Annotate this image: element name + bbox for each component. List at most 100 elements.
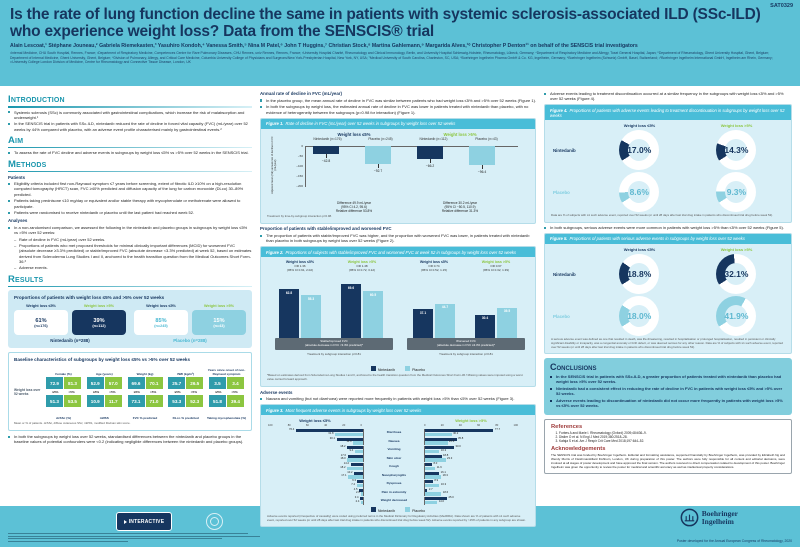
fig3-bar: [346, 446, 363, 450]
fig3-rows: 76.4 31.8 Diarrhoea 77.7 30.2 30.1 11.4 Nausea 3…: [267, 428, 529, 505]
fig1-y-tick: 0: [301, 143, 303, 148]
pair-label: >5%: [109, 390, 116, 395]
reference-item: Distler O et al. N Engl J Med 2019;380:2…: [559, 435, 785, 439]
baseline-metric-column: Age (years) 52.9 57.0 ≤5% >5% 10.9 11.7 mRSS: [85, 364, 124, 420]
fig3-axis-tick: 80: [287, 424, 291, 428]
fig3-axes: 100 80 60 40 20 0 0 20 40 60 80 100: [267, 424, 529, 427]
section-introduction: Introduction: [8, 94, 252, 108]
pair-label: ≤5%: [93, 390, 100, 395]
baseline-pair-labels: ≤5% >5%: [44, 390, 83, 394]
baseline-cells: 53.3 52.3: [166, 395, 205, 408]
fig1-value-label: −42.8: [321, 159, 331, 164]
baseline-metric-label: DLco % predicted: [172, 415, 199, 420]
conclusion-bullet: Nintedanib had a consistent effect in re…: [550, 386, 786, 396]
proportion-box: 15% (n=43): [192, 310, 246, 336]
fig3-value-label: 18.2: [340, 445, 346, 449]
interactive-badge[interactable]: INTERACTIVE: [116, 512, 172, 531]
fig1-bar: [365, 145, 391, 165]
fig3-row: 4.5 2.0 Pain in extremity 2.7 18.6: [267, 488, 529, 497]
congress-note: Poster developed for the Annual European…: [676, 539, 792, 543]
baseline-cells: 10.9 11.7: [85, 395, 124, 408]
fig3-bar: [354, 449, 363, 454]
legend-item: Placebo: [405, 366, 425, 372]
conclusions-panel: Conclusions In the SENSCIS trial in pati…: [544, 358, 792, 415]
figure-caption-text: Most frequent adverse events in subgroup…: [285, 407, 422, 413]
gauge-cell: 32.1%: [688, 254, 785, 295]
fig3-category-label: Dyspnoea: [386, 481, 402, 486]
baseline-value: 57.0: [104, 377, 122, 390]
analyses-item: Rate of decline in FVC (mL/year) over 52…: [8, 237, 252, 242]
section-title: Results: [8, 273, 44, 285]
panel-title: Proportions of patients with weight loss…: [14, 295, 165, 301]
baseline-metric-label: Years since onset of non-Raynaud symptom: [207, 368, 246, 376]
gauge-cell: 17.0%: [591, 130, 688, 171]
gauge-donut: 18.0%: [619, 296, 660, 337]
weight-loss-le5-label: Weight loss ≤5%: [26, 304, 56, 309]
stable-improved-heading: Proportion of patients with stable/impro…: [260, 226, 392, 232]
figure-5: Figure 5. Proportions of patients with se…: [544, 232, 792, 355]
analyses-item: Adverse events.: [8, 265, 252, 270]
fig3-value-label: 31.8: [328, 431, 334, 435]
fig3-category-label: Vomiting: [387, 447, 401, 452]
fig3-value-label: 33.0: [455, 445, 461, 449]
fig2-band-line: Stable/improved FVC: [320, 338, 348, 343]
pair-label: ≤5%: [133, 390, 140, 395]
fig3-category-label: Diarrhoea: [386, 430, 402, 435]
fig3-right-bars: 33.0 16.3: [424, 445, 521, 454]
fig3-axis-tick: 40: [458, 424, 462, 428]
gauge-row-label: Placebo: [553, 189, 570, 195]
fig2-confidence-interval: (95% CI 0.91, 2.02): [286, 267, 313, 272]
fig2-value-label: 30.4: [481, 316, 489, 321]
group-caption: Nintedanib (n=288): [50, 338, 90, 344]
section-aim: Aim: [8, 135, 252, 149]
fig3-row: 10.2 17.1 Nasopharyngitis 16.1 18.3: [267, 471, 529, 480]
baseline-cells: 52.9 57.0: [85, 377, 124, 390]
fig1-error-bar: [482, 164, 483, 169]
fig3-axis-tick: 100: [268, 424, 273, 428]
fig3-subgroup-title: Weight loss ≤5%: [299, 418, 331, 424]
fig3-left-bars: 76.4 31.8: [267, 428, 364, 437]
conclusion-bullet: In the SENSCIS trial in patients with SS…: [550, 374, 786, 384]
fig2-bar: [435, 303, 455, 339]
gauge-value: 41.9%: [724, 311, 749, 322]
fig3-row: 76.4 31.8 Diarrhoea 77.7 30.2: [267, 428, 529, 437]
confounders-bullet: In both the subgroups by weight loss ove…: [8, 434, 252, 444]
fig3-right-bars: 35.8 25.6: [424, 437, 521, 446]
baseline-value: 53.5: [64, 395, 81, 408]
fig3-axis-tick: 40: [324, 424, 328, 428]
baseline-value: 26.5: [186, 377, 204, 390]
references-list: Forbes A and Marie I. Rheumatology (Oxfo…: [551, 431, 785, 444]
fig3-bar: [356, 483, 363, 488]
proportion-box: 85% (n=245): [134, 310, 188, 336]
fig2-confidence-interval: (95% CI 0.32, 1.39): [482, 267, 509, 272]
figure-caption-text: Proportions of patients with serious adv…: [569, 236, 745, 242]
fig3-axis-tick: 100: [513, 424, 518, 428]
fig3-value-label: 17.6: [340, 453, 347, 457]
baseline-metric-label: Age (years): [95, 371, 113, 376]
patients-heading: Patients: [8, 174, 26, 180]
boehringer-ingelheim-logo: Boehringer Ingelheim: [680, 508, 738, 527]
fig3-row: 18.2 9.4 Vomiting 33.0 16.3: [267, 445, 529, 454]
fig2-subgroup-title: Weight loss >5%: [347, 260, 377, 265]
baseline-metric-label: Female (%): [55, 371, 72, 376]
poster-header: Is the rate of lung function decline the…: [10, 6, 792, 65]
fig3-value-label: 18.8: [443, 453, 449, 457]
fig3-row: 30.1 11.4 Nausea 35.8 25.6: [267, 437, 529, 446]
references-panel: References Forbes A and Marie I. Rheumat…: [544, 418, 792, 474]
fig1-y-axis-label: Adjusted mean (SE) annual rate of declin…: [270, 135, 277, 194]
baseline-pair-labels: ≤5% >5%: [166, 390, 205, 394]
fig2-category-band: Stable/improved FVC (absolute decrease in…: [275, 338, 393, 351]
baseline-metric-column: Weight (kg) 69.6 70.1 ≤5% >5% 73.1 71.0 FVC % p…: [126, 364, 165, 420]
baseline-side-label: Weight loss over 52 weeks: [14, 388, 41, 397]
baseline-value: 52.3: [186, 395, 204, 408]
baseline-metric-label: dcSSc (%): [55, 415, 72, 420]
section-title: Introduction: [8, 94, 65, 105]
pair-label: ≤5%: [174, 390, 181, 395]
fig1-error-bar: [378, 164, 379, 169]
fig3-value-label: 8.0: [433, 462, 438, 466]
proportion-n: (n=112): [92, 323, 106, 328]
fig3-bar: [360, 500, 363, 505]
baseline-value: 25.7: [168, 377, 186, 390]
pair-label: ≤5%: [215, 390, 222, 395]
figure-1-caption: Figure 1. Rate of decline in FVC (mL/year…: [261, 118, 535, 129]
